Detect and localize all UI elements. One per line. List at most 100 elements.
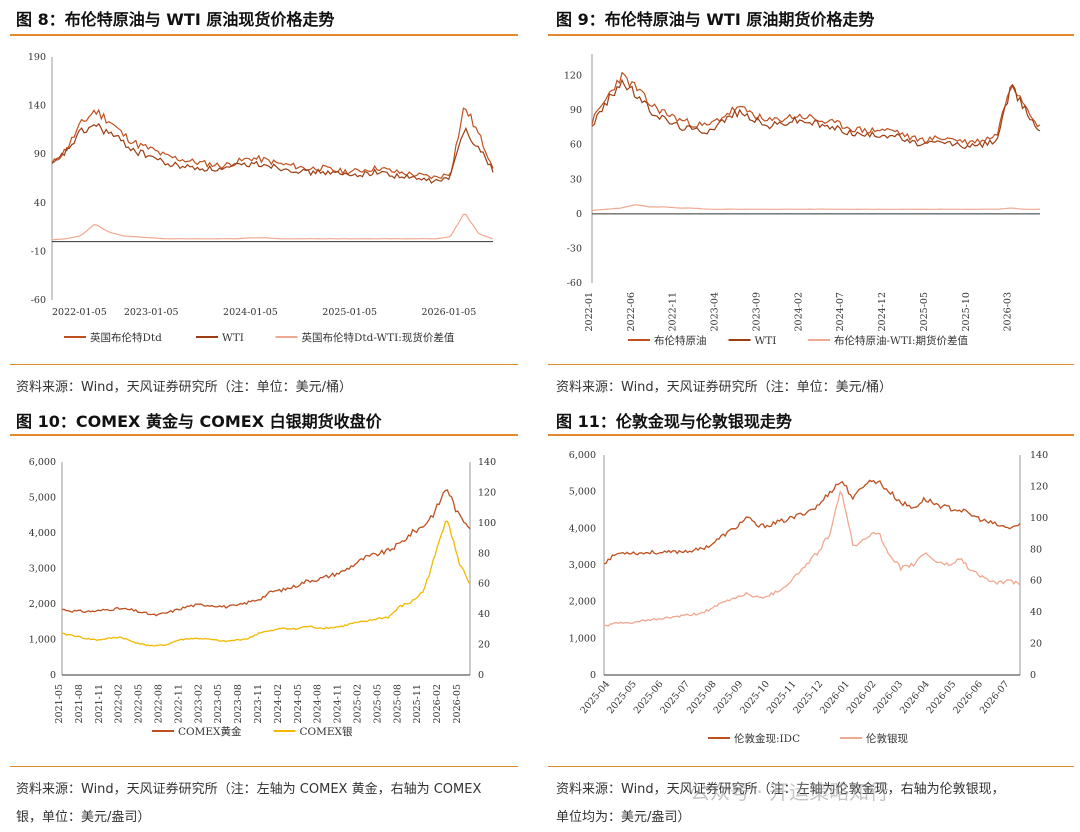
c2-ytick-0: 120 <box>564 71 582 82</box>
c4-ytick-right-7: 0 <box>1030 670 1036 681</box>
c3-xtick-18: 2025-11 <box>412 684 423 723</box>
c4-ytick-left-2: 4,000 <box>569 523 596 534</box>
c3-xtick-4: 2022-05 <box>134 684 145 723</box>
c3-ytick-right-4: 60 <box>478 579 490 590</box>
c3-xtick-16: 2025-05 <box>372 684 383 723</box>
c3-ytick-right-0: 140 <box>478 457 496 468</box>
c3-xtick-6: 2022-11 <box>173 684 184 723</box>
c3-ytick-right-5: 40 <box>478 609 490 620</box>
c1-legend-label-1: WTI <box>222 332 244 344</box>
panel-4-source-line2: 单位均为：美元/盎司） <box>556 810 691 825</box>
panel-3-source-rule <box>10 766 518 767</box>
panel-2-title: 图 9：布伦特原油与 WTI 原油期货价格走势 <box>556 10 875 29</box>
c3-ytick-right-3: 80 <box>478 548 490 559</box>
c4-ytick-right-4: 60 <box>1030 576 1042 587</box>
c2-ytick-5: -30 <box>567 243 582 254</box>
panel-1-source: 资料来源：Wind，天风证券研究所（注：单位：美元/桶） <box>16 380 353 395</box>
c2-legend-label-2: 布伦特原油-WTI:期货价差值 <box>834 334 969 347</box>
c2-series-0 <box>591 71 1041 146</box>
c2-ytick-2: 60 <box>570 140 582 151</box>
c1-legend-label-0: 英国布伦特Dtd <box>90 331 162 344</box>
c2-xtick-8: 2025-05 <box>919 292 930 331</box>
c4-ytick-left-1: 5,000 <box>569 487 596 498</box>
c2-xtick-7: 2024-12 <box>877 292 888 331</box>
c4-ytick-left-4: 2,000 <box>569 597 596 608</box>
c4-ytick-right-1: 120 <box>1030 481 1048 492</box>
watermark: 公众号 · 开运策略知行 <box>690 780 890 804</box>
c2-ytick-6: -60 <box>567 278 582 289</box>
c1-series-2 <box>51 213 494 241</box>
c3-xtick-1: 2021-08 <box>74 684 85 723</box>
c3-series-silver <box>62 520 471 647</box>
panel-3-title-rule <box>10 434 518 436</box>
c4-ytick-left-6: 0 <box>590 670 596 681</box>
c3-ytick-left-0: 6,000 <box>29 457 56 468</box>
c1-ytick-1: 140 <box>28 101 46 112</box>
c3-ytick-right-7: 0 <box>478 670 484 681</box>
c2-xtick-3: 2023-04 <box>710 292 721 331</box>
c3-xtick-3: 2022-02 <box>114 684 125 723</box>
c1-xtick-0: 2022-01-05 <box>52 307 107 318</box>
c4-ytick-right-2: 100 <box>1030 513 1048 524</box>
panel-3-source-line2: 银，单位：美元/盎司） <box>16 810 151 825</box>
c4-series-silver <box>603 490 1021 627</box>
panel-4-title: 图 11：伦敦金现与伦敦银现走势 <box>556 412 792 431</box>
c3-ytick-left-6: 0 <box>50 670 56 681</box>
c4-ytick-right-6: 20 <box>1030 639 1042 650</box>
c3-xtick-12: 2024-05 <box>293 684 304 723</box>
c3-series-gold <box>61 489 471 617</box>
panel-3-title: 图 10：COMEX 黄金与 COMEX 白银期货收盘价 <box>16 412 382 431</box>
panel-1-title: 图 8：布伦特原油与 WTI 原油现货价格走势 <box>16 10 335 29</box>
c2-series-1 <box>591 78 1041 150</box>
c3-xtick-13: 2024-08 <box>313 684 324 723</box>
c2-xtick-2: 2022-11 <box>668 292 679 331</box>
c2-xtick-5: 2024-02 <box>793 292 804 331</box>
panel-2-source: 资料来源：Wind，天风证券研究所（注：单位：美元/桶） <box>556 380 893 395</box>
c3-xtick-17: 2025-08 <box>392 684 403 723</box>
panel-4-source-rule <box>548 766 1074 767</box>
c2-xtick-4: 2023-09 <box>751 292 762 331</box>
c3-xtick-19: 2026-02 <box>432 684 443 723</box>
c2-xtick-10: 2026-03 <box>1003 292 1014 331</box>
c1-xtick-1: 2023-01-05 <box>124 307 179 318</box>
c3-ytick-left-1: 5,000 <box>29 493 56 504</box>
c4-legend-label-1: 伦敦银现 <box>866 732 908 745</box>
panel-4-source: 资料来源：Wind，天风证券研究所（注：左轴为伦敦金现，右轴为伦敦银现， <box>556 782 1005 797</box>
c4-ytick-right-3: 80 <box>1030 544 1042 555</box>
c3-legend-label-1: COMEX银 <box>300 725 354 738</box>
c3-xtick-2: 2021-11 <box>94 684 105 723</box>
c3-ytick-left-2: 4,000 <box>29 528 56 539</box>
c3-xtick-10: 2023-11 <box>253 684 264 723</box>
c1-ytick-5: -60 <box>31 295 46 306</box>
c2-xtick-6: 2024-07 <box>835 292 846 331</box>
panel-4-title-rule <box>548 434 1074 436</box>
c3-xtick-5: 2022-08 <box>154 684 165 723</box>
c3-xtick-20: 2026-05 <box>452 684 463 723</box>
c1-ytick-3: 40 <box>34 198 46 209</box>
panel-1-title-rule <box>10 34 518 36</box>
c3-xtick-11: 2024-02 <box>273 684 284 723</box>
c3-ytick-left-5: 1,000 <box>29 635 56 646</box>
c2-legend-label-1: WTI <box>755 335 777 347</box>
c2-xtick-0: 2022-01 <box>584 292 595 331</box>
c3-xtick-8: 2023-05 <box>213 684 224 723</box>
c3-ytick-left-4: 2,000 <box>29 599 56 610</box>
c2-ytick-4: 0 <box>576 209 582 220</box>
c4-ytick-left-5: 1,000 <box>569 633 596 644</box>
panel-1-source-rule <box>10 364 518 365</box>
c2-ytick-3: 30 <box>570 174 582 185</box>
c4-series-gold <box>603 479 1021 565</box>
panel-3-source: 资料来源：Wind，天风证券研究所（注：左轴为 COMEX 黄金，右轴为 COM… <box>16 782 482 797</box>
c4-ytick-left-3: 3,000 <box>569 560 596 571</box>
c1-ytick-0: 190 <box>28 52 46 63</box>
c3-xtick-14: 2024-11 <box>333 684 344 723</box>
c3-xtick-7: 2023-02 <box>193 684 204 723</box>
c4-ytick-right-0: 140 <box>1030 450 1048 461</box>
c4-ytick-left-0: 6,000 <box>569 450 596 461</box>
c3-xtick-0: 2021-05 <box>54 684 65 723</box>
c1-ytick-2: 90 <box>34 149 46 160</box>
c4-legend-label-0: 伦敦金现:IDC <box>734 732 800 745</box>
c3-ytick-left-3: 3,000 <box>29 564 56 575</box>
c1-xtick-4: 2026-01-05 <box>422 307 477 318</box>
